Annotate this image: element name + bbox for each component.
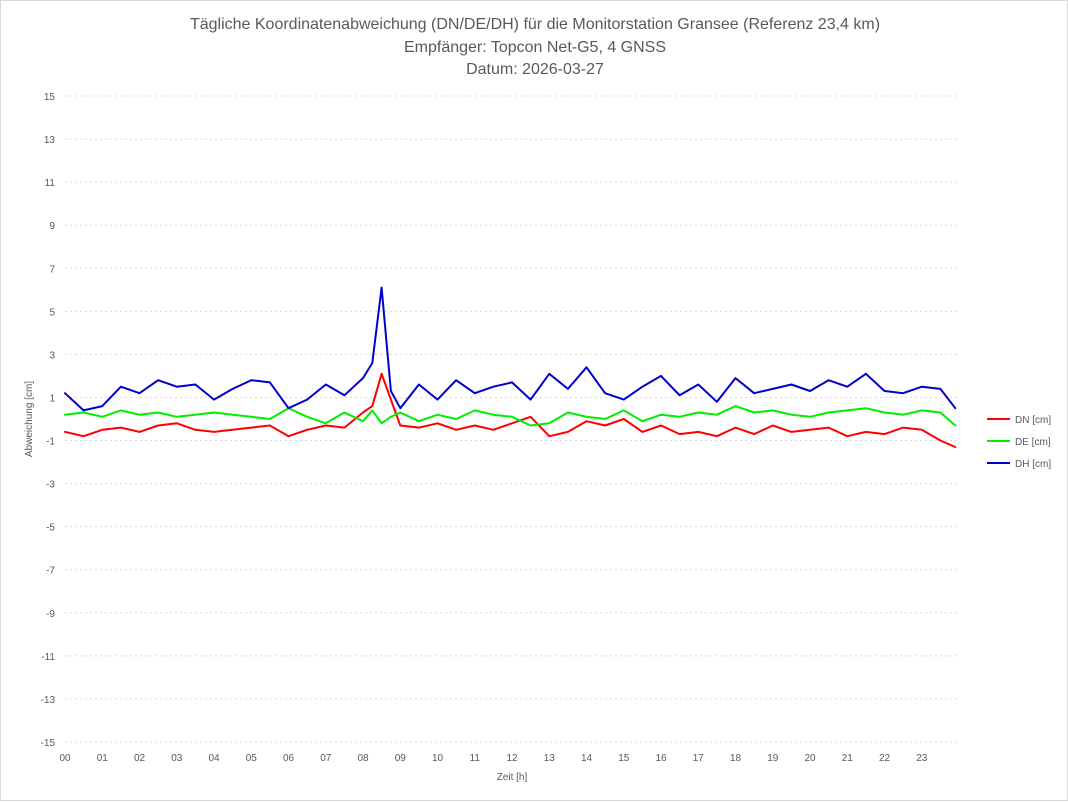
y-tick-label: 5 <box>49 307 55 318</box>
x-tick-label: 12 <box>506 753 518 764</box>
x-tick-label: 03 <box>171 753 183 764</box>
x-tick-label: 16 <box>655 753 667 764</box>
x-tick-label: 11 <box>470 753 481 764</box>
x-tick-label: 18 <box>730 753 742 764</box>
series-line-de <box>64 405 957 427</box>
legend-label-dn: DN [cm] <box>1015 415 1051 426</box>
legend-label-de: DE [cm] <box>1015 437 1051 448</box>
x-tick-label: 19 <box>767 753 779 764</box>
x-tick-label: 00 <box>59 753 71 764</box>
series-line-dh <box>64 286 957 412</box>
x-tick-label: 06 <box>283 753 295 764</box>
y-tick-label: 7 <box>49 264 55 275</box>
x-tick-label: 05 <box>246 753 258 764</box>
x-tick-label: 17 <box>693 753 705 764</box>
legend: DN [cm] DE [cm] DH [cm] <box>987 415 1051 470</box>
y-axis-ticks: 15 13 11 9 7 5 3 1 -1 -3 -5 -7 -9 -11 -13 -15 <box>41 92 56 749</box>
x-tick-label: 02 <box>134 753 146 764</box>
series-lines <box>64 286 957 448</box>
y-tick-label: 11 <box>45 178 56 189</box>
x-tick-label: 20 <box>804 753 816 764</box>
x-axis-ticks: 00 01 02 03 04 05 06 07 08 09 10 11 12 13 14 15 16 17 18 19… <box>59 753 927 764</box>
chart-subtitle: Empfänger: Topcon Net-G5, 4 GNSS <box>404 39 666 56</box>
y-tick-label: -7 <box>46 566 55 577</box>
x-tick-label: 08 <box>357 753 369 764</box>
x-tick-label: 07 <box>320 753 332 764</box>
x-tick-label: 23 <box>916 753 928 764</box>
y-tick-label: -1 <box>46 437 55 448</box>
chart-date: Datum: 2026-03-27 <box>466 61 604 78</box>
legend-label-dh: DH [cm] <box>1015 459 1051 470</box>
y-tick-label: 1 <box>49 393 55 404</box>
gridlines <box>65 95 959 743</box>
x-axis-title: Zeit [h] <box>497 772 528 783</box>
y-tick-label: -15 <box>41 738 56 749</box>
y-axis-title: Abweichung [cm] <box>24 381 35 457</box>
x-tick-label: 13 <box>544 753 556 764</box>
chart-title: Tägliche Koordinatenabweichung (DN/DE/DH… <box>190 16 880 33</box>
y-tick-label: -9 <box>46 609 55 620</box>
y-tick-label: -3 <box>46 480 55 491</box>
series-line-dn <box>64 372 957 448</box>
x-tick-label: 22 <box>879 753 891 764</box>
x-tick-label: 01 <box>97 753 109 764</box>
y-tick-label: 13 <box>44 135 56 146</box>
y-tick-label: 9 <box>49 221 55 232</box>
x-tick-label: 14 <box>581 753 593 764</box>
y-tick-label: 3 <box>49 350 55 361</box>
x-tick-label: 04 <box>208 753 220 764</box>
x-tick-label: 15 <box>618 753 630 764</box>
x-tick-label: 21 <box>842 753 854 764</box>
y-tick-label: 15 <box>44 92 56 103</box>
y-tick-label: -13 <box>41 695 56 706</box>
x-tick-label: 09 <box>395 753 407 764</box>
y-tick-label: -5 <box>46 523 55 534</box>
y-tick-label: -11 <box>41 652 55 663</box>
x-tick-label: 10 <box>432 753 444 764</box>
